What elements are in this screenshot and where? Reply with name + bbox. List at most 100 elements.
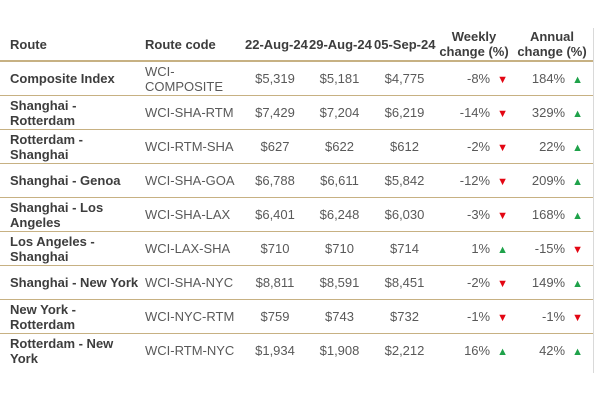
annual-change-value: 184% xyxy=(531,71,566,86)
rate-05-sep: $6,219 xyxy=(372,95,437,130)
trend-down-icon: ▼ xyxy=(572,244,583,256)
weekly-change-value: -8% xyxy=(466,71,491,86)
annual-change-cell: 209% ▲ xyxy=(511,163,593,198)
rate-29-aug: $6,611 xyxy=(307,163,372,198)
column-header-29-aug-24: 29-Aug-24 xyxy=(307,28,372,62)
rate-29-aug: $710 xyxy=(307,231,372,266)
annual-change-cell: 184% ▲ xyxy=(511,61,593,96)
trend-up-icon: ▲ xyxy=(497,244,508,256)
weekly-change-cell: -12% ▼ xyxy=(437,163,511,198)
route-name: New York - Rotterdam xyxy=(0,299,140,334)
route-name: Rotterdam - New York xyxy=(0,333,140,367)
annual-change-value: 42% xyxy=(539,343,566,358)
weekly-change-cell: -14% ▼ xyxy=(437,95,511,130)
rate-29-aug: $6,248 xyxy=(307,197,372,232)
trend-up-icon: ▲ xyxy=(572,176,583,188)
table-row-los-angeles-shanghai: Los Angeles - Shanghai WCI-LAX-SHA $710 … xyxy=(0,231,593,266)
route-code: WCI-LAX-SHA xyxy=(140,231,243,266)
rate-05-sep: $2,212 xyxy=(372,333,437,367)
rate-22-aug: $8,811 xyxy=(243,265,307,300)
rate-29-aug: $8,591 xyxy=(307,265,372,300)
column-header-route: Route xyxy=(0,28,140,62)
table-right-edge-divider xyxy=(593,28,594,373)
trend-down-icon: ▼ xyxy=(497,312,508,324)
weekly-change-cell: -3% ▼ xyxy=(437,197,511,232)
rate-29-aug: $5,181 xyxy=(319,71,360,86)
trend-down-icon: ▼ xyxy=(497,142,508,154)
column-header-weekly-change: Weekly change (%) xyxy=(437,28,511,62)
rate-05-sep: $6,030 xyxy=(372,197,437,232)
annual-change-cell: 329% ▲ xyxy=(511,95,593,130)
rate-05-sep: $612 xyxy=(372,129,437,164)
trend-down-icon: ▼ xyxy=(497,210,508,222)
route-code: WCI-SHA-LAX xyxy=(140,197,243,232)
route-code: WCI-SHA-NYC xyxy=(140,265,243,300)
table-body: Composite Index WCI-COMPOSITE $5,319 $5,… xyxy=(0,61,593,367)
table-row-new-york-rotterdam: New York - Rotterdam WCI-NYC-RTM $759 $7… xyxy=(0,299,593,334)
rate-22-aug: $710 xyxy=(243,231,307,266)
table-row-composite-index: Composite Index WCI-COMPOSITE $5,319 $5,… xyxy=(0,61,593,96)
annual-change-cell: 42% ▲ xyxy=(511,333,593,367)
trend-down-icon: ▼ xyxy=(497,74,508,86)
annual-change-value: 209% xyxy=(531,173,566,188)
annual-change-value: 149% xyxy=(531,275,566,290)
route-code: WCI-SHA-RTM xyxy=(140,95,243,130)
weekly-change-cell: -2% ▼ xyxy=(437,129,511,164)
annual-change-cell: -1% ▼ xyxy=(511,299,593,334)
column-header-22-aug-24: 22-Aug-24 xyxy=(243,28,308,62)
weekly-change-value: -2% xyxy=(466,275,491,290)
route-name: Rotterdam - Shanghai xyxy=(0,129,140,164)
rate-29-aug: $7,204 xyxy=(307,95,372,130)
table-row-shanghai-rotterdam: Shanghai - Rotterdam WCI-SHA-RTM $7,429 … xyxy=(0,95,593,130)
trend-down-icon: ▼ xyxy=(572,312,583,324)
route-code: WCI-SHA-GOA xyxy=(140,163,243,198)
rate-05-sep: $732 xyxy=(372,299,437,334)
route-name: Shanghai - Los Angeles xyxy=(0,197,140,232)
rate-05-sep: $4,775 xyxy=(384,71,425,86)
weekly-change-cell: -1% ▼ xyxy=(437,299,511,334)
rate-22-aug: $627 xyxy=(243,129,307,164)
trend-up-icon: ▲ xyxy=(572,108,583,120)
annual-change-cell: 149% ▲ xyxy=(511,265,593,300)
route-name: Shanghai - Rotterdam xyxy=(0,95,140,130)
route-name: Shanghai - Genoa xyxy=(0,163,140,198)
annual-change-value: -1% xyxy=(541,309,566,324)
rate-22-aug: $759 xyxy=(243,299,307,334)
column-header-route-code: Route code xyxy=(140,28,243,62)
rate-22-aug: $6,788 xyxy=(243,163,307,198)
table-header-row: Route Route code 22-Aug-24 29-Aug-24 05-… xyxy=(0,28,593,62)
route-code: WCI-COMPOSITE xyxy=(145,63,224,94)
weekly-change-value: -3% xyxy=(466,207,491,222)
annual-change-value: 329% xyxy=(531,105,566,120)
weekly-change-value: -12% xyxy=(459,173,491,188)
route-name: Composite Index xyxy=(10,71,115,86)
weekly-change-cell: -8% ▼ xyxy=(437,61,511,96)
weekly-change-cell: -2% ▼ xyxy=(437,265,511,300)
trend-down-icon: ▼ xyxy=(497,108,508,120)
rate-29-aug: $1,908 xyxy=(307,333,372,367)
weekly-change-cell: 1% ▲ xyxy=(437,231,511,266)
weekly-change-value: 1% xyxy=(471,241,491,256)
route-code: WCI-RTM-NYC xyxy=(140,333,243,367)
rate-05-sep: $714 xyxy=(372,231,437,266)
rate-05-sep: $5,842 xyxy=(372,163,437,198)
table-row-rotterdam-shanghai: Rotterdam - Shanghai WCI-RTM-SHA $627 $6… xyxy=(0,129,593,164)
trend-up-icon: ▲ xyxy=(572,74,583,86)
weekly-change-cell: 16% ▲ xyxy=(437,333,511,367)
trend-up-icon: ▲ xyxy=(572,278,583,290)
annual-change-value: -15% xyxy=(534,241,566,256)
table-header: Route Route code 22-Aug-24 29-Aug-24 05-… xyxy=(0,28,593,62)
rate-22-aug: $1,934 xyxy=(243,333,307,367)
rate-22-aug: $7,429 xyxy=(243,95,307,130)
column-header-annual-change: Annual change (%) xyxy=(511,28,593,62)
trend-up-icon: ▲ xyxy=(497,346,508,358)
trend-up-icon: ▲ xyxy=(572,210,583,222)
rate-29-aug: $622 xyxy=(307,129,372,164)
trend-down-icon: ▼ xyxy=(497,176,508,188)
weekly-change-value: -2% xyxy=(466,139,491,154)
trend-down-icon: ▼ xyxy=(497,278,508,290)
weekly-change-value: 16% xyxy=(464,343,491,358)
table-row-shanghai-genoa: Shanghai - Genoa WCI-SHA-GOA $6,788 $6,6… xyxy=(0,163,593,198)
column-header-05-sep-24: 05-Sep-24 xyxy=(372,28,437,62)
